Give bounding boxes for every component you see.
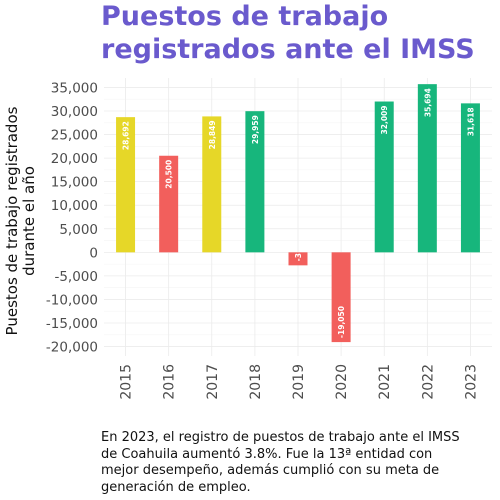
data-label-2016: 20,500 <box>165 160 174 189</box>
bars <box>116 84 480 343</box>
y-tick-label: 30,000 <box>51 104 98 120</box>
y-tick-label: -20,000 <box>46 340 98 356</box>
x-tick-label: 2015 <box>119 364 135 400</box>
bar-2020 <box>331 252 351 343</box>
data-label-2015: 28,692 <box>122 121 131 150</box>
bar-2023 <box>460 103 480 253</box>
data-label-2020: -19,050 <box>337 306 346 338</box>
y-tick-label: 20,000 <box>51 151 98 167</box>
x-tick-label: 2021 <box>377 364 393 400</box>
y-axis-label-line2: durante el año <box>20 166 38 276</box>
x-tick-label: 2019 <box>291 364 307 400</box>
data-label-2023: 31,618 <box>466 107 475 136</box>
x-tick-label: 2018 <box>248 364 264 400</box>
bar-2016 <box>159 155 179 253</box>
y-tick-label: -5,000 <box>54 269 98 285</box>
y-tick-label: 10,000 <box>51 198 98 214</box>
x-tick-label: 2016 <box>162 364 178 400</box>
y-axis-label-line1: Puestos de trabajo registrados <box>3 106 21 335</box>
y-tick-label: 15,000 <box>51 175 98 191</box>
data-label-2017: 28,849 <box>208 120 217 149</box>
y-axis-ticks: 35,000 30,000 25,000 20,000 15,000 10,000 5,00… <box>46 80 98 355</box>
bar-chart: 28,692 20,500 28,849 29,959 -3 -19,050 32,009 3… <box>3 78 492 400</box>
chart-title: Puestos de trabajo registrados ante el I… <box>101 1 475 65</box>
y-tick-label: 0 <box>89 245 98 261</box>
bar-2018 <box>245 111 265 253</box>
bar-2017 <box>202 116 222 253</box>
y-tick-label: -10,000 <box>46 292 98 308</box>
x-tick-label: 2023 <box>463 364 479 400</box>
bar-2015 <box>116 117 136 253</box>
x-tick-label: 2022 <box>420 364 436 400</box>
bar-2019 <box>288 252 308 266</box>
data-labels: 28,692 20,500 28,849 29,959 -3 -19,050 32,009 3… <box>122 88 476 338</box>
data-label-2021: 32,009 <box>380 106 389 135</box>
caption-text: En 2023, el registro de puestos de traba… <box>101 430 460 495</box>
data-label-2018: 29,959 <box>251 115 260 144</box>
bar-2021 <box>374 101 394 253</box>
y-tick-label: 35,000 <box>51 80 98 96</box>
y-tick-label: -15,000 <box>46 316 98 332</box>
x-axis-ticks: 2015 2016 2017 2018 2019 2020 2021 2022 2023 <box>119 364 480 400</box>
y-tick-label: 5,000 <box>59 222 98 238</box>
bar-2022 <box>417 84 437 253</box>
data-label-2022: 35,694 <box>423 88 432 117</box>
y-tick-label: 25,000 <box>51 128 98 144</box>
x-tick-label: 2017 <box>205 364 221 400</box>
x-tick-label: 2020 <box>334 364 350 400</box>
data-label-2019: -3 <box>294 253 303 261</box>
